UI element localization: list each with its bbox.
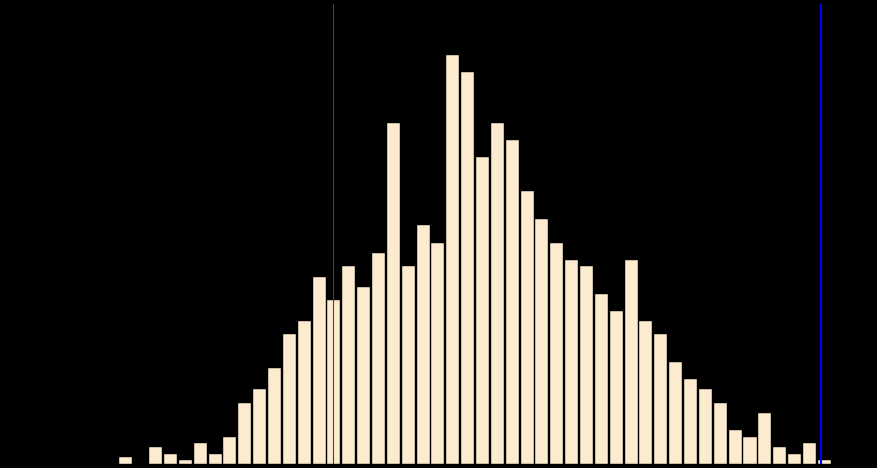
- Bar: [476, 157, 489, 464]
- Bar: [372, 253, 385, 464]
- Bar: [595, 293, 608, 464]
- Bar: [119, 457, 132, 464]
- Bar: [580, 266, 593, 464]
- Bar: [774, 447, 786, 464]
- Bar: [194, 443, 207, 464]
- Bar: [639, 321, 652, 464]
- Bar: [744, 437, 757, 464]
- Bar: [624, 260, 638, 464]
- Bar: [224, 437, 237, 464]
- Bar: [149, 447, 162, 464]
- Bar: [253, 389, 266, 464]
- Bar: [209, 453, 222, 464]
- Bar: [684, 379, 697, 464]
- Bar: [654, 335, 667, 464]
- Bar: [297, 321, 310, 464]
- Bar: [312, 277, 325, 464]
- Bar: [431, 242, 445, 464]
- Bar: [802, 443, 816, 464]
- Bar: [610, 311, 623, 464]
- Bar: [282, 335, 296, 464]
- Bar: [461, 72, 474, 464]
- Bar: [239, 402, 252, 464]
- Bar: [759, 413, 772, 464]
- Bar: [164, 453, 177, 464]
- Bar: [817, 461, 831, 464]
- Bar: [788, 453, 801, 464]
- Bar: [402, 266, 415, 464]
- Bar: [669, 362, 682, 464]
- Bar: [417, 226, 430, 464]
- Bar: [714, 402, 727, 464]
- Bar: [327, 300, 340, 464]
- Bar: [268, 368, 281, 464]
- Bar: [387, 124, 400, 464]
- Bar: [179, 461, 192, 464]
- Bar: [506, 140, 519, 464]
- Bar: [357, 287, 370, 464]
- Bar: [699, 389, 712, 464]
- Bar: [565, 260, 578, 464]
- Bar: [491, 124, 504, 464]
- Bar: [521, 191, 533, 464]
- Bar: [535, 219, 548, 464]
- Bar: [446, 55, 460, 464]
- Bar: [550, 242, 563, 464]
- Bar: [342, 266, 355, 464]
- Bar: [729, 430, 742, 464]
